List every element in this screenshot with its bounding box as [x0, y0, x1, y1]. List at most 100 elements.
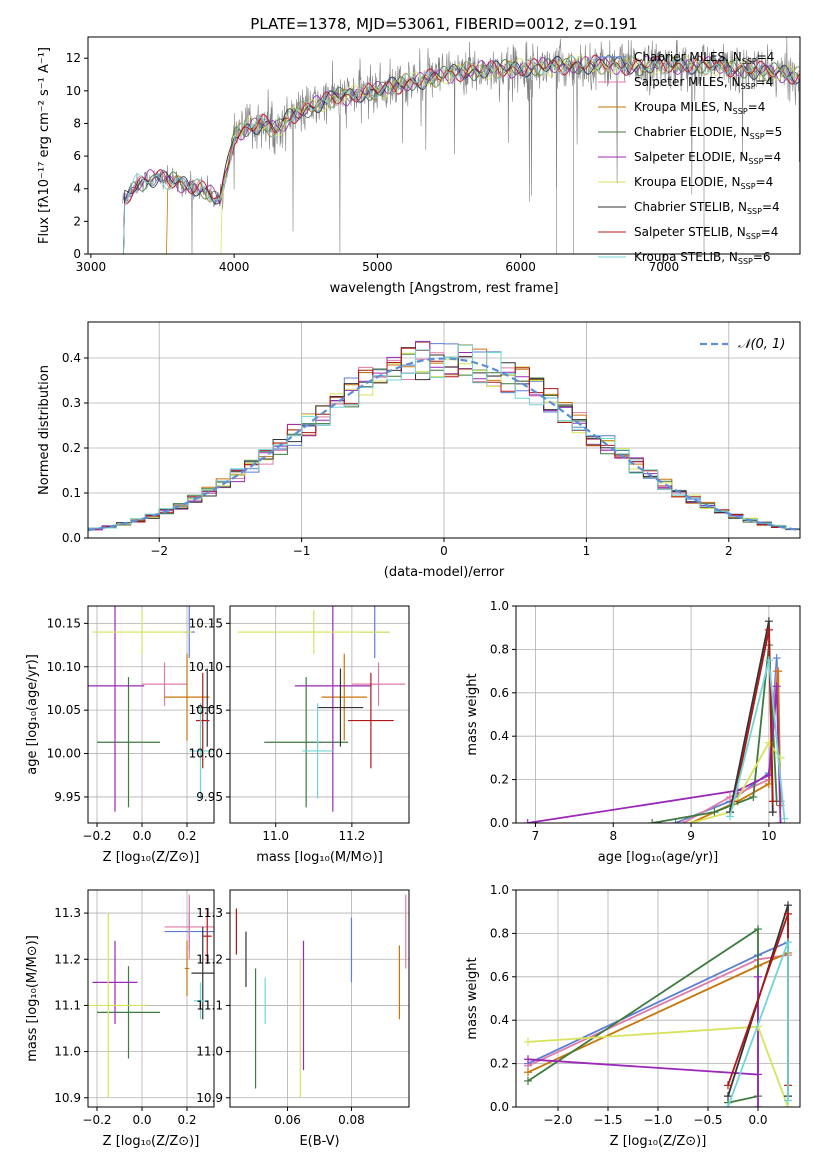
x-tick-label: −0.2	[82, 829, 111, 843]
x-tick-label: −1.0	[643, 1113, 672, 1127]
legend-entry-suffix: =4	[756, 175, 774, 189]
mass-weight-marker	[784, 938, 792, 947]
error-bar-point	[191, 926, 214, 1020]
y-tick-label: 0.8	[490, 642, 509, 656]
mass-weight-marker	[764, 625, 773, 634]
x-tick-label: 6000	[505, 260, 536, 274]
y-tick-label: 0.2	[490, 1057, 509, 1071]
y-tick-label: 1.0	[490, 883, 509, 897]
mass-weight-marker	[687, 819, 696, 823]
mass-weight-marker	[784, 909, 792, 918]
x-tick-label: −0.2	[82, 1113, 111, 1127]
error-bar-point	[97, 677, 160, 808]
y-tick-label: 10.00	[47, 747, 81, 761]
grid-lines	[230, 890, 409, 1107]
y-tick-label: 0.6	[490, 970, 509, 984]
x-axis-label: (data-model)/error	[384, 565, 505, 580]
mass-weight-marker	[768, 797, 777, 806]
mass-weight-marker	[754, 1103, 762, 1107]
axes-frame	[515, 889, 801, 1108]
axes-frame	[87, 889, 215, 1108]
residual-histogram-step	[88, 344, 800, 530]
error-bar-point	[142, 662, 187, 706]
mass-weight-marker	[679, 819, 688, 823]
error-bar-point	[184, 940, 190, 997]
mass-weight-marker	[754, 1070, 762, 1079]
legend-entry-suffix: =5	[765, 125, 783, 139]
y-tick-label: 10.15	[189, 616, 223, 630]
y-tick-label: 10	[66, 84, 81, 98]
model-spectrum-line	[122, 56, 800, 254]
legend-entry-suffix: =4	[763, 150, 781, 164]
y-tick-label: 0.4	[490, 1013, 509, 1027]
y-tick-label: 8	[73, 116, 81, 130]
axes-frame	[87, 36, 801, 255]
grid-lines	[88, 890, 214, 1107]
y-axis-label: age [log₁₀(age/yr)]	[25, 654, 40, 775]
y-tick-label: 0.3	[62, 396, 81, 410]
error-bar-point	[196, 668, 214, 747]
legend-entry-sub: SSP	[742, 57, 757, 66]
legend-entry: Kroupa STELIB, NSSP=6	[634, 250, 771, 266]
mass-weight-line	[690, 741, 782, 823]
y-tick-label: 4	[73, 182, 81, 196]
mass-vs-metallicity-panel: −0.2 0.0 0.2 10.9 11.0 11.1 11.2 11.3 Z [log₁₀(Z…	[25, 889, 215, 1149]
error-bar-point	[317, 668, 364, 747]
error-bar-point	[193, 982, 208, 1020]
age-vs-mass-panel: 11.0 11.2 9.95 10.00 10.05 10.10 10.15 mass [lo…	[189, 605, 410, 865]
error-bar-point	[351, 662, 406, 706]
x-tick-label: 0.0	[132, 1113, 151, 1127]
mass-weight-marker	[523, 819, 532, 823]
mass-weight-marker	[710, 808, 719, 817]
x-tick-label: 11.0	[262, 829, 289, 843]
mass-weight-marker	[524, 1055, 532, 1064]
x-tick-label: 0	[440, 544, 448, 558]
error-bar-point	[321, 653, 368, 741]
error-bar-point	[88, 606, 145, 812]
y-axis-label: mass [log₁₀(M/M⊙)]	[25, 935, 40, 1062]
mass-weight-marker	[749, 792, 758, 801]
x-axis-label: Z [log₁₀(Z/Z⊙)]	[103, 1134, 200, 1149]
x-tick-label: 9	[687, 829, 695, 843]
plot-area	[235, 894, 407, 1098]
legend-entry-name: Chabrier STELIB, N	[634, 200, 747, 214]
error-bar-point	[97, 966, 160, 1059]
legend-entry-name: Kroupa STELIB, N	[634, 250, 738, 264]
model-spectrum-line	[219, 54, 800, 254]
x-tick-label: 11.2	[339, 829, 366, 843]
mass-weight-marker	[754, 925, 762, 934]
residual-histogram-panel: −2 −1 0 1 2 0.0 0.1 0.2 0.3 0.4 (data-model)/error…	[37, 321, 801, 580]
y-tick-label: 11.1	[196, 998, 223, 1012]
mass-weight-marker	[784, 1096, 792, 1105]
y-tick-label: 9.95	[54, 790, 81, 804]
axes-frame	[229, 605, 410, 824]
x-tick-label: 0.2	[177, 829, 196, 843]
legend-entry-suffix: =4	[757, 50, 775, 64]
y-tick-label: 2	[73, 214, 81, 228]
y-tick-label: 0.0	[490, 816, 509, 830]
x-axis-label: Z [log₁₀(Z/Z⊙)]	[103, 850, 200, 865]
legend-entry-name: Chabrier MILES, N	[634, 50, 742, 64]
legend-entry-sub: SSP	[733, 107, 748, 116]
y-tick-label: 10.9	[54, 1091, 81, 1105]
x-axis-label: Z [log₁₀(Z/Z⊙)]	[610, 1134, 707, 1149]
x-tick-label: −2.0	[543, 1113, 572, 1127]
mass-weight-marker	[724, 1103, 732, 1107]
mass-weight-line	[527, 927, 759, 1104]
error-bar-point	[237, 610, 390, 654]
legend-entry-suffix: =4	[756, 75, 774, 89]
y-tick-label: 10.10	[47, 660, 81, 674]
legend-entry-name: Chabrier ELODIE, N	[634, 125, 750, 139]
error-bar-point	[302, 703, 333, 799]
x-axis-label: E(B-V)	[299, 1134, 339, 1149]
error-bar-point	[264, 677, 349, 808]
chart-title: PLATE=1378, MJD=53061, FIBERID=0012, z=0…	[250, 15, 637, 33]
mass-weight-marker	[764, 656, 773, 665]
mass-weight-marker	[648, 819, 657, 823]
grid-lines	[230, 606, 409, 823]
y-axis-label: mass weight	[465, 957, 480, 1039]
legend-entry-name: Kroupa MILES, N	[634, 100, 733, 114]
legend-entry-sub: SSP	[748, 157, 763, 166]
